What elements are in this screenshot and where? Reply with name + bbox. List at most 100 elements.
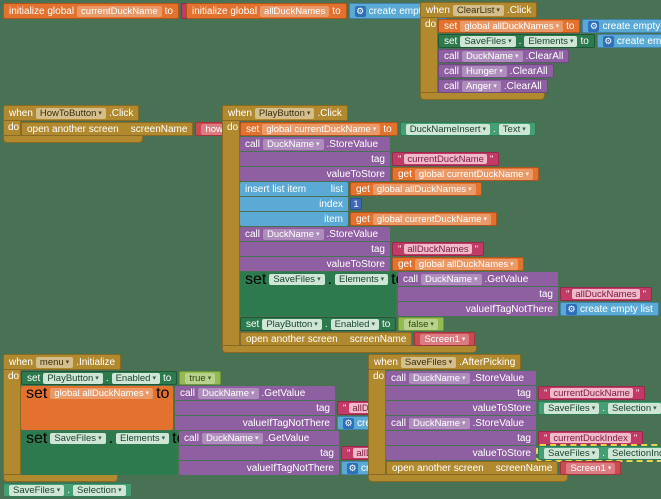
property-dropdown[interactable]: Elements ▾ xyxy=(116,433,170,444)
component-dropdown[interactable]: DuckNameInsert ▾ xyxy=(405,123,491,135)
component-dropdown-menu[interactable]: menu ▾ xyxy=(35,356,74,368)
create-empty-list-block[interactable]: ⚙ create empty list xyxy=(582,19,661,33)
component-property-getter[interactable]: SaveFiles ▾ . Selection ▾ xyxy=(3,483,132,497)
block-when-savefiles-afterpicking[interactable]: when SaveFiles ▾ .AfterPicking do call Du… xyxy=(368,354,661,482)
block-when-playbutton-click[interactable]: when PlayButton ▾ .Click do set global cu… xyxy=(222,105,659,353)
screen-name-block[interactable]: Screen1 ▾ xyxy=(414,332,476,346)
event-header[interactable]: when PlayButton ▾ .Click xyxy=(222,105,348,121)
component-dropdown[interactable]: DuckName ▾ xyxy=(202,432,263,444)
stmt-call-storevalue-1[interactable]: call DuckName ▾ .StoreValue tag " current… xyxy=(240,137,539,181)
call-method-header[interactable]: call DuckName ▾ .GetValue xyxy=(179,431,339,445)
component-dropdown-playbutton[interactable]: PlayButton ▾ xyxy=(254,107,315,119)
call-method-header[interactable]: call DuckName ▾ .GetValue xyxy=(175,386,335,400)
block-savefiles-selection-getter[interactable]: SaveFiles ▾ . Selection ▾ xyxy=(3,483,132,497)
call-method-header[interactable]: call DuckName ▾ .StoreValue xyxy=(240,137,390,151)
stmt-set-playbutton-enabled-true[interactable]: set PlayButton ▾ . Enabled ▾ to true ▾ xyxy=(21,371,222,385)
mutator-gear-icon[interactable]: ⚙ xyxy=(347,462,358,474)
variable-init-block[interactable]: initialize global currentDuckName to xyxy=(3,3,179,19)
stmt-set-savefiles-elements[interactable]: set SaveFiles ▾ . Elements ▾ to ⚙ create e… xyxy=(438,34,661,48)
block-when-clearlist-click[interactable]: when ClearList ▾ .Click do set global all… xyxy=(420,2,661,100)
property-dropdown[interactable]: Enabled ▾ xyxy=(330,318,379,330)
text-string-block[interactable]: " allDuckNames " xyxy=(392,242,484,256)
stmt-call-anger-clearall[interactable]: call Anger ▾ .ClearAll xyxy=(438,79,548,93)
call-getvalue-block[interactable]: call DuckName▾ .GetValue tag " allDuckNa… xyxy=(398,272,659,316)
text-field[interactable]: currentDuckName xyxy=(550,388,633,399)
property-dropdown[interactable]: SelectionIndex▾ xyxy=(608,447,661,459)
component-dropdown[interactable]: SaveFiles ▾ xyxy=(544,447,600,459)
component-property-getter[interactable]: DuckNameInsert ▾ . Text ▾ xyxy=(399,122,536,136)
block-init-global-allducknames[interactable]: initialize global allDuckNames to ⚙ crea… xyxy=(186,3,448,19)
component-property-getter[interactable]: SaveFiles ▾ . Selection ▾ xyxy=(538,401,661,415)
block-when-menu-initialize[interactable]: when menu ▾ .Initialize do set PlayButton… xyxy=(3,354,440,482)
open-another-screen-block[interactable]: open another screen screenName xyxy=(240,332,413,346)
mutator-gear-icon[interactable]: ⚙ xyxy=(566,303,577,315)
mutator-gear-icon[interactable]: ⚙ xyxy=(588,20,600,32)
component-dropdown[interactable]: DuckName ▾ xyxy=(462,50,523,62)
property-dropdown[interactable]: Enabled ▾ xyxy=(111,372,160,384)
screen-name-block[interactable]: Screen1 ▾ xyxy=(560,461,622,475)
component-dropdown[interactable]: SaveFiles ▾ xyxy=(544,402,600,414)
property-dropdown[interactable]: Elements ▾ xyxy=(335,274,389,285)
component-dropdown[interactable]: Hunger ▾ xyxy=(462,65,507,77)
component-dropdown-clearlist[interactable]: ClearList ▾ xyxy=(452,4,504,16)
call-method-header[interactable]: call DuckName ▾ .GetValue xyxy=(398,272,558,286)
text-field[interactable]: allDuckNames xyxy=(572,289,640,300)
variable-init-block[interactable]: initialize global allDuckNames to xyxy=(186,3,347,19)
property-dropdown[interactable]: Selection ▾ xyxy=(73,484,126,496)
component-dropdown[interactable]: Anger ▾ xyxy=(462,80,501,92)
stmt-call-storevalue-name[interactable]: call DuckName ▾ .StoreValue tag " current… xyxy=(386,371,661,415)
component-dropdown[interactable]: SaveFiles ▾ xyxy=(269,274,325,285)
mutator-gear-icon[interactable]: ⚙ xyxy=(602,35,614,47)
event-header[interactable]: when ClearList ▾ .Click xyxy=(420,2,538,18)
set-component-property-block[interactable]: set PlayButton ▾ . Enabled ▾ to xyxy=(240,317,397,331)
logic-true-block[interactable]: true ▾ xyxy=(179,371,222,385)
set-component-property-block[interactable]: set SaveFiles▾ . Elements▾ to xyxy=(21,430,186,475)
mutator-gear-icon[interactable]: ⚙ xyxy=(354,5,366,17)
logic-false-block[interactable]: false ▾ xyxy=(398,317,444,331)
set-variable-block[interactable]: set global allDuckNames ▾ to xyxy=(21,385,173,430)
variable-dropdown[interactable]: global allDuckNames ▾ xyxy=(414,258,518,270)
event-header[interactable]: when HowToButton ▾ .Click xyxy=(3,105,140,121)
variable-dropdown[interactable]: global allDuckNames ▾ xyxy=(372,183,476,195)
variable-dropdown[interactable]: global currentDuckName ▾ xyxy=(262,123,381,135)
stmt-call-hunger-clearall[interactable]: call Hunger ▾ .ClearAll xyxy=(438,64,554,78)
component-dropdown[interactable]: PlayButton ▾ xyxy=(43,372,103,384)
get-variable-block[interactable]: get global allDuckNames ▾ xyxy=(350,182,482,196)
open-another-screen-block[interactable]: open another screen screenName xyxy=(21,122,194,136)
stmt-call-storevalue-index[interactable]: call DuckName ▾ .StoreValue tag " current… xyxy=(386,416,661,462)
property-dropdown[interactable]: Text ▾ xyxy=(498,123,530,135)
component-dropdown-savefiles[interactable]: SaveFiles ▾ xyxy=(400,356,457,368)
component-property-getter-selected[interactable]: SaveFiles▾ . SelectionIndex▾ xyxy=(536,444,661,462)
open-another-screen-block[interactable]: open another screen screenName xyxy=(386,461,559,475)
stmt-call-duckname-clearall[interactable]: call DuckName ▾ .ClearAll xyxy=(438,49,570,63)
get-variable-block[interactable]: get global allDuckNames ▾ xyxy=(392,257,524,271)
get-variable-block[interactable]: get global currentDuckName ▾ xyxy=(350,212,497,226)
insert-list-header[interactable]: insert list item list xyxy=(240,182,348,196)
create-empty-list-block[interactable]: ⚙ create empty list xyxy=(596,34,661,48)
event-header[interactable]: when SaveFiles ▾ .AfterPicking xyxy=(368,354,522,370)
event-header[interactable]: when menu ▾ .Initialize xyxy=(3,354,122,370)
stmt-open-screen[interactable]: open another screen screenName Screen1 ▾ xyxy=(240,332,476,346)
component-dropdown[interactable]: PlayButton ▾ xyxy=(262,318,322,330)
component-dropdown[interactable]: DuckName ▾ xyxy=(263,138,324,150)
text-string-block[interactable]: " allDuckNames " xyxy=(560,287,652,301)
component-dropdown[interactable]: DuckName ▾ xyxy=(421,273,482,285)
text-field[interactable]: currentDuckIndex xyxy=(550,433,631,444)
component-dropdown[interactable]: DuckName ▾ xyxy=(409,417,470,429)
component-dropdown[interactable]: SaveFiles ▾ xyxy=(50,433,106,444)
logic-dropdown[interactable]: true ▾ xyxy=(185,372,216,384)
variable-name-field[interactable]: allDuckNames xyxy=(260,5,330,17)
stmt-set-playbutton-enabled-false[interactable]: set PlayButton ▾ . Enabled ▾ to false ▾ xyxy=(240,317,444,331)
call-method-header[interactable]: call DuckName ▾ .StoreValue xyxy=(386,416,536,430)
property-dropdown[interactable]: Selection ▾ xyxy=(608,402,661,414)
component-dropdown[interactable]: DuckName ▾ xyxy=(198,387,259,399)
stmt-insert-list-item[interactable]: insert list item list get global allDuck… xyxy=(240,182,497,226)
component-dropdown[interactable]: SaveFiles ▾ xyxy=(9,484,65,496)
component-dropdown-howtobutton[interactable]: HowToButton ▾ xyxy=(35,107,106,119)
text-string-block[interactable]: " currentDuckIndex " xyxy=(538,431,644,445)
number-block[interactable]: 1 xyxy=(350,198,362,210)
set-component-property-block[interactable]: set SaveFiles▾ . Elements▾ to xyxy=(240,271,405,316)
set-variable-block[interactable]: set global currentDuckName ▾ to xyxy=(240,122,398,136)
text-string-block[interactable]: " currentDuckName " xyxy=(538,386,646,400)
